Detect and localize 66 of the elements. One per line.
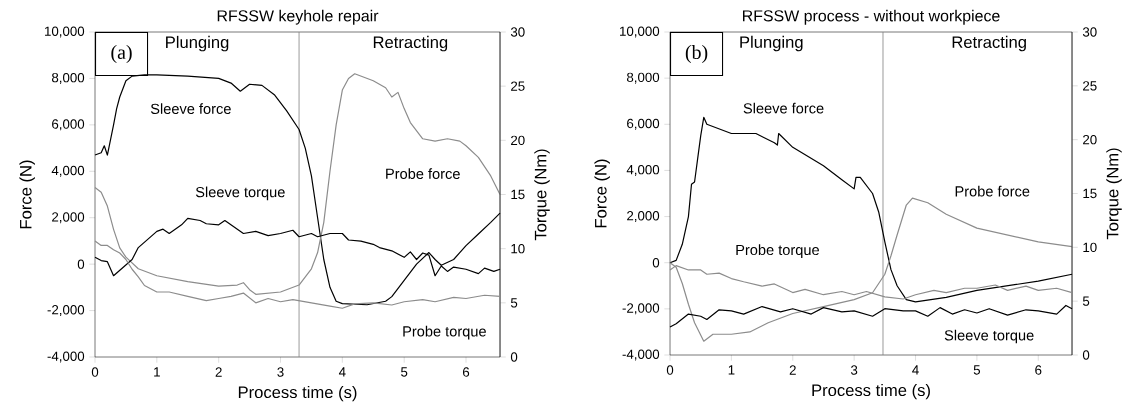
- annotation: (b): [685, 45, 708, 64]
- y2-tick-label: 30: [510, 27, 525, 37]
- x-axis-title: Process time (s): [812, 383, 930, 400]
- y-tick-label: 10,000: [45, 26, 85, 38]
- x-tick-label: 3: [850, 365, 858, 375]
- y-tick-label: -4,000: [622, 349, 660, 361]
- y-tick-label: 10,000: [620, 26, 660, 38]
- y-axis-title: Force (N): [594, 159, 610, 228]
- x-tick-label: 2: [789, 365, 796, 375]
- annotation: (a): [111, 45, 132, 64]
- x-tick-label: 6: [462, 367, 470, 377]
- x-tick-label: 5: [973, 365, 981, 375]
- y2-tick-label: 30: [1082, 27, 1097, 37]
- y-tick-label: 2,000: [52, 212, 85, 224]
- y-tick-label: 8,000: [51, 72, 85, 84]
- series-label: Probe force: [386, 168, 460, 179]
- y-tick-label: 4,000: [626, 164, 660, 176]
- x-tick-label: 6: [1035, 365, 1042, 375]
- y2-tick-label: 0: [510, 352, 518, 362]
- y2-tick-label: 5: [1082, 296, 1090, 306]
- series-label: Probe force: [955, 185, 1030, 197]
- y-tick-label: 2,000: [627, 211, 660, 223]
- y2-tick-label: 15: [511, 189, 525, 200]
- y2-tick-label: 10: [1083, 242, 1097, 253]
- annotation: Retracting: [373, 35, 448, 52]
- y-tick-label: 0: [652, 258, 660, 268]
- y-axis-title: Force (N): [19, 160, 35, 229]
- y-tick-label: 8,000: [626, 72, 660, 84]
- series-label: Sleeve torque: [195, 186, 285, 201]
- x-tick-label: 5: [401, 367, 408, 377]
- x-tick-label: 4: [338, 367, 346, 377]
- y2-tick-label: 20: [511, 135, 525, 146]
- chart-title: RFSSW process - without workpiece: [743, 9, 1000, 25]
- y-tick-label: 0: [77, 259, 85, 269]
- x-tick-label: 4: [912, 365, 919, 375]
- x-tick-label: 1: [154, 367, 160, 377]
- y2-tick-label: 20: [1083, 134, 1097, 145]
- y2-tick-label: 0: [1082, 350, 1090, 360]
- y-tick-label: 4,000: [51, 165, 85, 177]
- x-axis-title: Process time (s): [238, 385, 357, 402]
- y2-tick-label: 10: [511, 243, 525, 254]
- annotation: Retracting: [952, 35, 1026, 52]
- series-label: Sleeve torque: [944, 329, 1034, 344]
- y2-axis-title: Torque (Nm): [534, 149, 550, 241]
- y2-tick-label: 15: [1083, 188, 1097, 199]
- series-label: Sleeve force: [150, 103, 231, 114]
- y-tick-label: -2,000: [47, 305, 85, 317]
- chart-title: RFSSW keyhole repair: [217, 9, 379, 25]
- y2-tick-label: 25: [1083, 81, 1097, 91]
- series-label: Probe torque: [736, 244, 819, 258]
- y-tick-label: -2,000: [622, 303, 660, 315]
- y-tick-label: 6,000: [627, 118, 660, 130]
- x-tick-label: 0: [91, 367, 99, 377]
- x-tick-label: 2: [215, 367, 222, 377]
- series-label: Sleeve force: [743, 102, 824, 114]
- y2-tick-label: 5: [510, 298, 518, 308]
- series-label: Probe torque: [403, 325, 486, 340]
- x-tick-label: 3: [277, 367, 284, 377]
- y-tick-label: 6,000: [52, 119, 85, 131]
- y-tick-label: -4,000: [47, 351, 85, 363]
- y2-axis-title: Torque (Nm): [1106, 148, 1122, 240]
- x-tick-label: 0: [666, 365, 674, 375]
- annotation: Plunging: [166, 35, 229, 52]
- y2-tick-label: 25: [511, 81, 525, 91]
- annotation: Plunging: [740, 35, 803, 52]
- x-tick-label: 1: [728, 365, 735, 375]
